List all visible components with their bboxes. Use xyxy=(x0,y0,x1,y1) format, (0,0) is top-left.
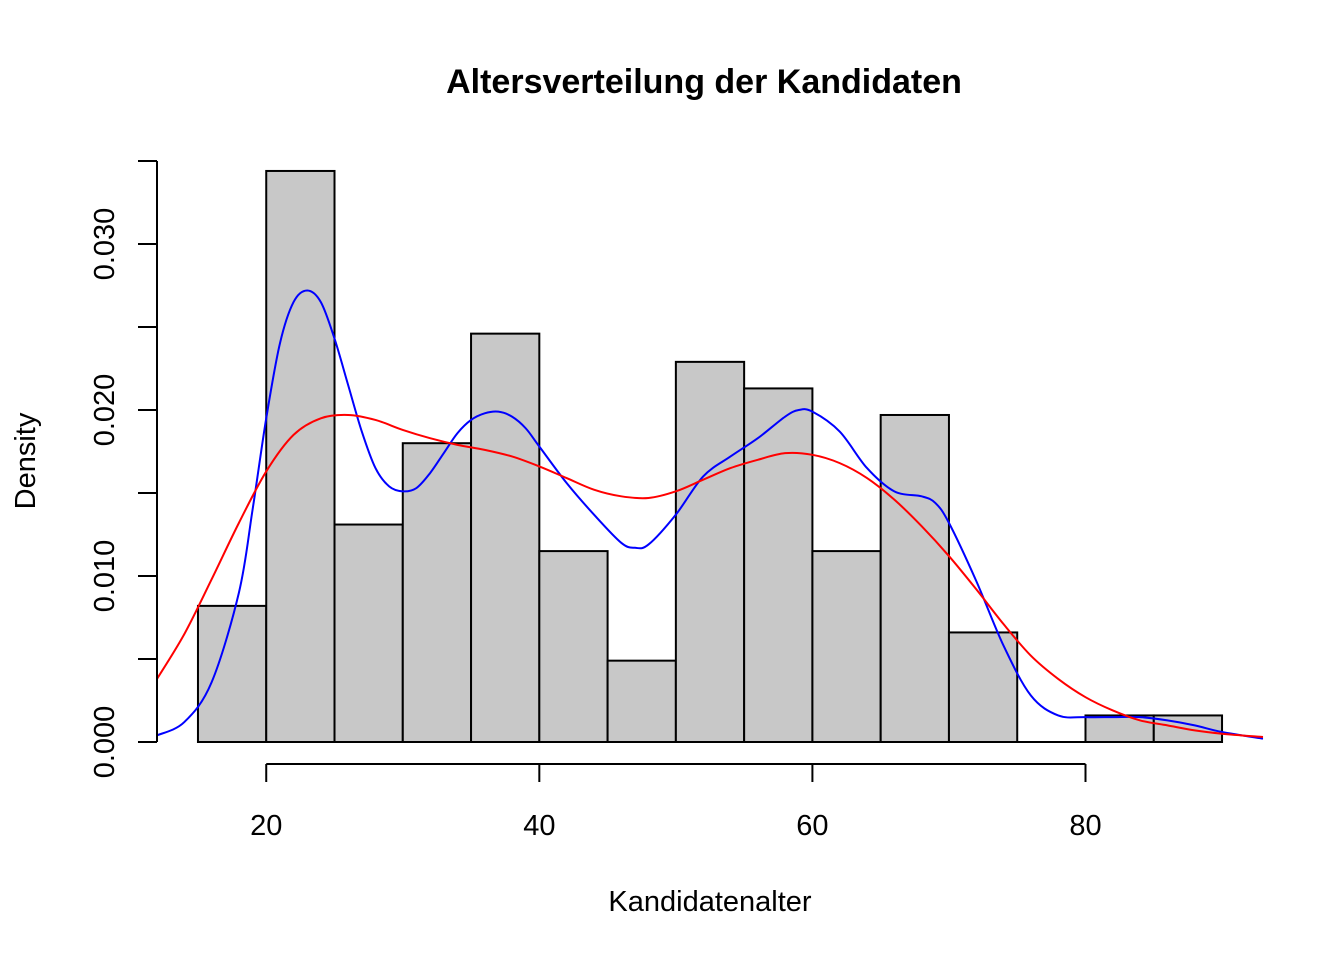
histogram-bars xyxy=(196,169,1224,744)
x-tick-label: 80 xyxy=(1069,810,1101,842)
x-tick-label: 40 xyxy=(523,810,555,842)
y-tick-label: 0.030 xyxy=(89,208,121,281)
histogram-bar xyxy=(674,360,746,743)
x-tick-label: 20 xyxy=(250,810,282,842)
histogram-bar xyxy=(333,523,404,743)
x-tick-label: 60 xyxy=(796,810,828,842)
density-curve xyxy=(156,289,1264,740)
histogram-bar xyxy=(1084,714,1155,744)
histogram-bar xyxy=(811,550,882,743)
histogram-bar xyxy=(265,169,336,743)
histogram-bar xyxy=(743,387,814,743)
histogram-bar xyxy=(401,442,473,743)
density-curve xyxy=(156,413,1264,739)
histogram-bar xyxy=(606,659,677,743)
density-curves xyxy=(156,289,1264,740)
y-tick-label: 0.010 xyxy=(89,540,121,613)
y-axis-label: Density xyxy=(10,412,42,509)
histogram-bar xyxy=(470,332,541,743)
histogram-bar xyxy=(947,631,1019,743)
histogram-bar xyxy=(196,604,268,743)
y-tick-label: 0.000 xyxy=(89,706,121,779)
y-tick-label: 0.020 xyxy=(89,374,121,447)
x-axis: 20 40 60 80 xyxy=(250,763,1102,842)
x-axis-label: Kandidatenalter xyxy=(608,886,811,918)
y-axis: 0.000 0.010 0.020 0.030 xyxy=(89,160,158,779)
chart-title: Altersverteilung der Kandidaten xyxy=(446,63,962,101)
histogram-bar xyxy=(879,413,950,743)
histogram-bar xyxy=(538,550,609,743)
